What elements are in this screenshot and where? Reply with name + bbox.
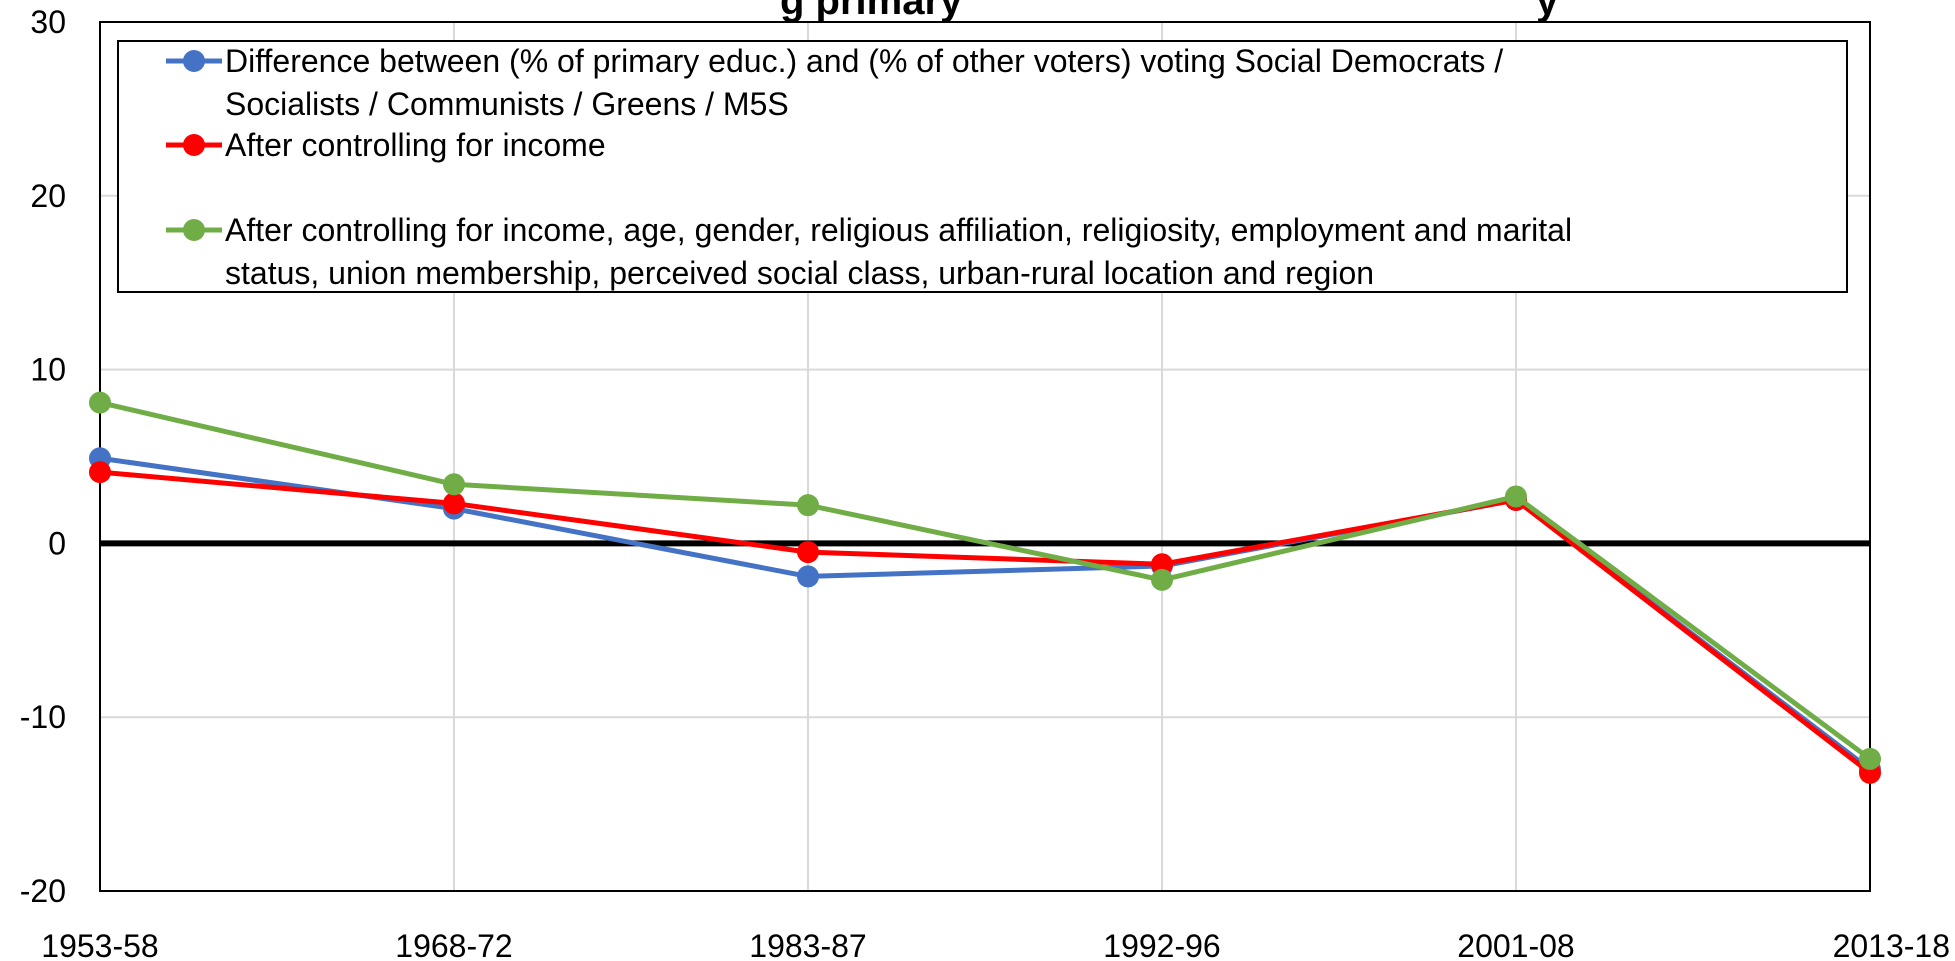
legend-swatch-marker bbox=[183, 219, 205, 241]
legend-entry-1: Difference between (% of primary educ.) … bbox=[166, 43, 1503, 122]
data-point bbox=[1859, 747, 1881, 770]
legend: Difference between (% of primary educ.) … bbox=[117, 40, 1848, 293]
chart-title-end: y bbox=[1536, 0, 1559, 23]
data-point bbox=[797, 565, 819, 588]
series-line bbox=[99, 455, 1872, 772]
data-point bbox=[1505, 485, 1527, 508]
y-tick-label: 0 bbox=[48, 525, 66, 561]
data-point bbox=[1151, 568, 1173, 591]
data-point bbox=[443, 492, 465, 515]
series-3 bbox=[89, 391, 1881, 770]
y-tick-label: 20 bbox=[30, 178, 66, 214]
y-tick-label: -20 bbox=[20, 873, 66, 909]
legend-entry-3: After controlling for income, age, gende… bbox=[166, 212, 1572, 291]
legend-swatch-marker bbox=[183, 50, 205, 72]
data-point bbox=[797, 541, 819, 564]
data-point bbox=[1151, 553, 1173, 576]
legend-label: Socialists / Communists / Greens / M5S bbox=[225, 86, 789, 122]
data-point bbox=[89, 461, 111, 484]
legend-label: Difference between (% of primary educ.) … bbox=[225, 43, 1503, 79]
series-2 bbox=[89, 461, 1881, 784]
data-point bbox=[443, 473, 465, 496]
x-tick-label: 2001-08 bbox=[1457, 928, 1574, 961]
legend-label: After controlling for income bbox=[225, 127, 606, 163]
legend-label: After controlling for income, age, gende… bbox=[225, 212, 1572, 248]
legend-label: status, union membership, perceived soci… bbox=[225, 255, 1374, 291]
legend-box bbox=[117, 40, 1848, 293]
data-point bbox=[797, 494, 819, 517]
series-line bbox=[99, 469, 1872, 775]
chart-title: g primary bbox=[780, 0, 963, 23]
x-tick-label: 1953-58 bbox=[41, 928, 158, 961]
series-line bbox=[99, 400, 1872, 761]
legend-entry-2: After controlling for income bbox=[166, 127, 606, 163]
x-tick-label: 1968-72 bbox=[395, 928, 512, 961]
data-point bbox=[89, 391, 111, 414]
x-tick-label: 1992-96 bbox=[1103, 928, 1220, 961]
y-tick-label: -10 bbox=[20, 699, 66, 735]
y-tick-label: 10 bbox=[30, 352, 66, 388]
x-tick-label: 1983-87 bbox=[749, 928, 866, 961]
legend-swatch-marker bbox=[183, 134, 205, 156]
y-tick-label: 30 bbox=[30, 4, 66, 40]
x-tick-label: 2013-18 bbox=[1833, 928, 1950, 961]
